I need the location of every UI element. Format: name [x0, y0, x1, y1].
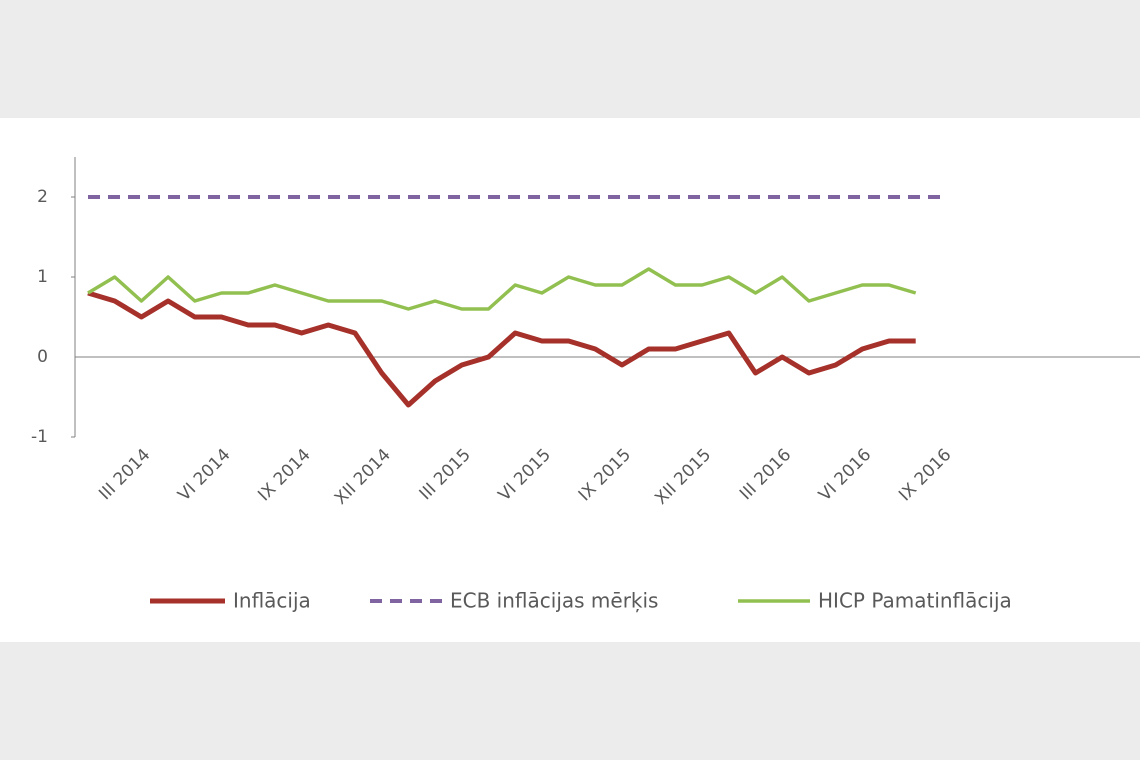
y-tick-label: 2	[37, 187, 48, 207]
series-line	[87, 267, 917, 311]
y-tick-label: 0	[37, 347, 48, 367]
legend-label: Inflācija	[233, 589, 311, 613]
y-tick-label: -1	[31, 427, 48, 447]
y-tick-label: 1	[37, 267, 48, 287]
legend-label: ECB inflācijas mērķis	[450, 589, 658, 613]
chart-area	[0, 118, 1140, 642]
legend-label: HICP Pamatinflācija	[818, 589, 1012, 613]
series-line	[87, 290, 916, 408]
